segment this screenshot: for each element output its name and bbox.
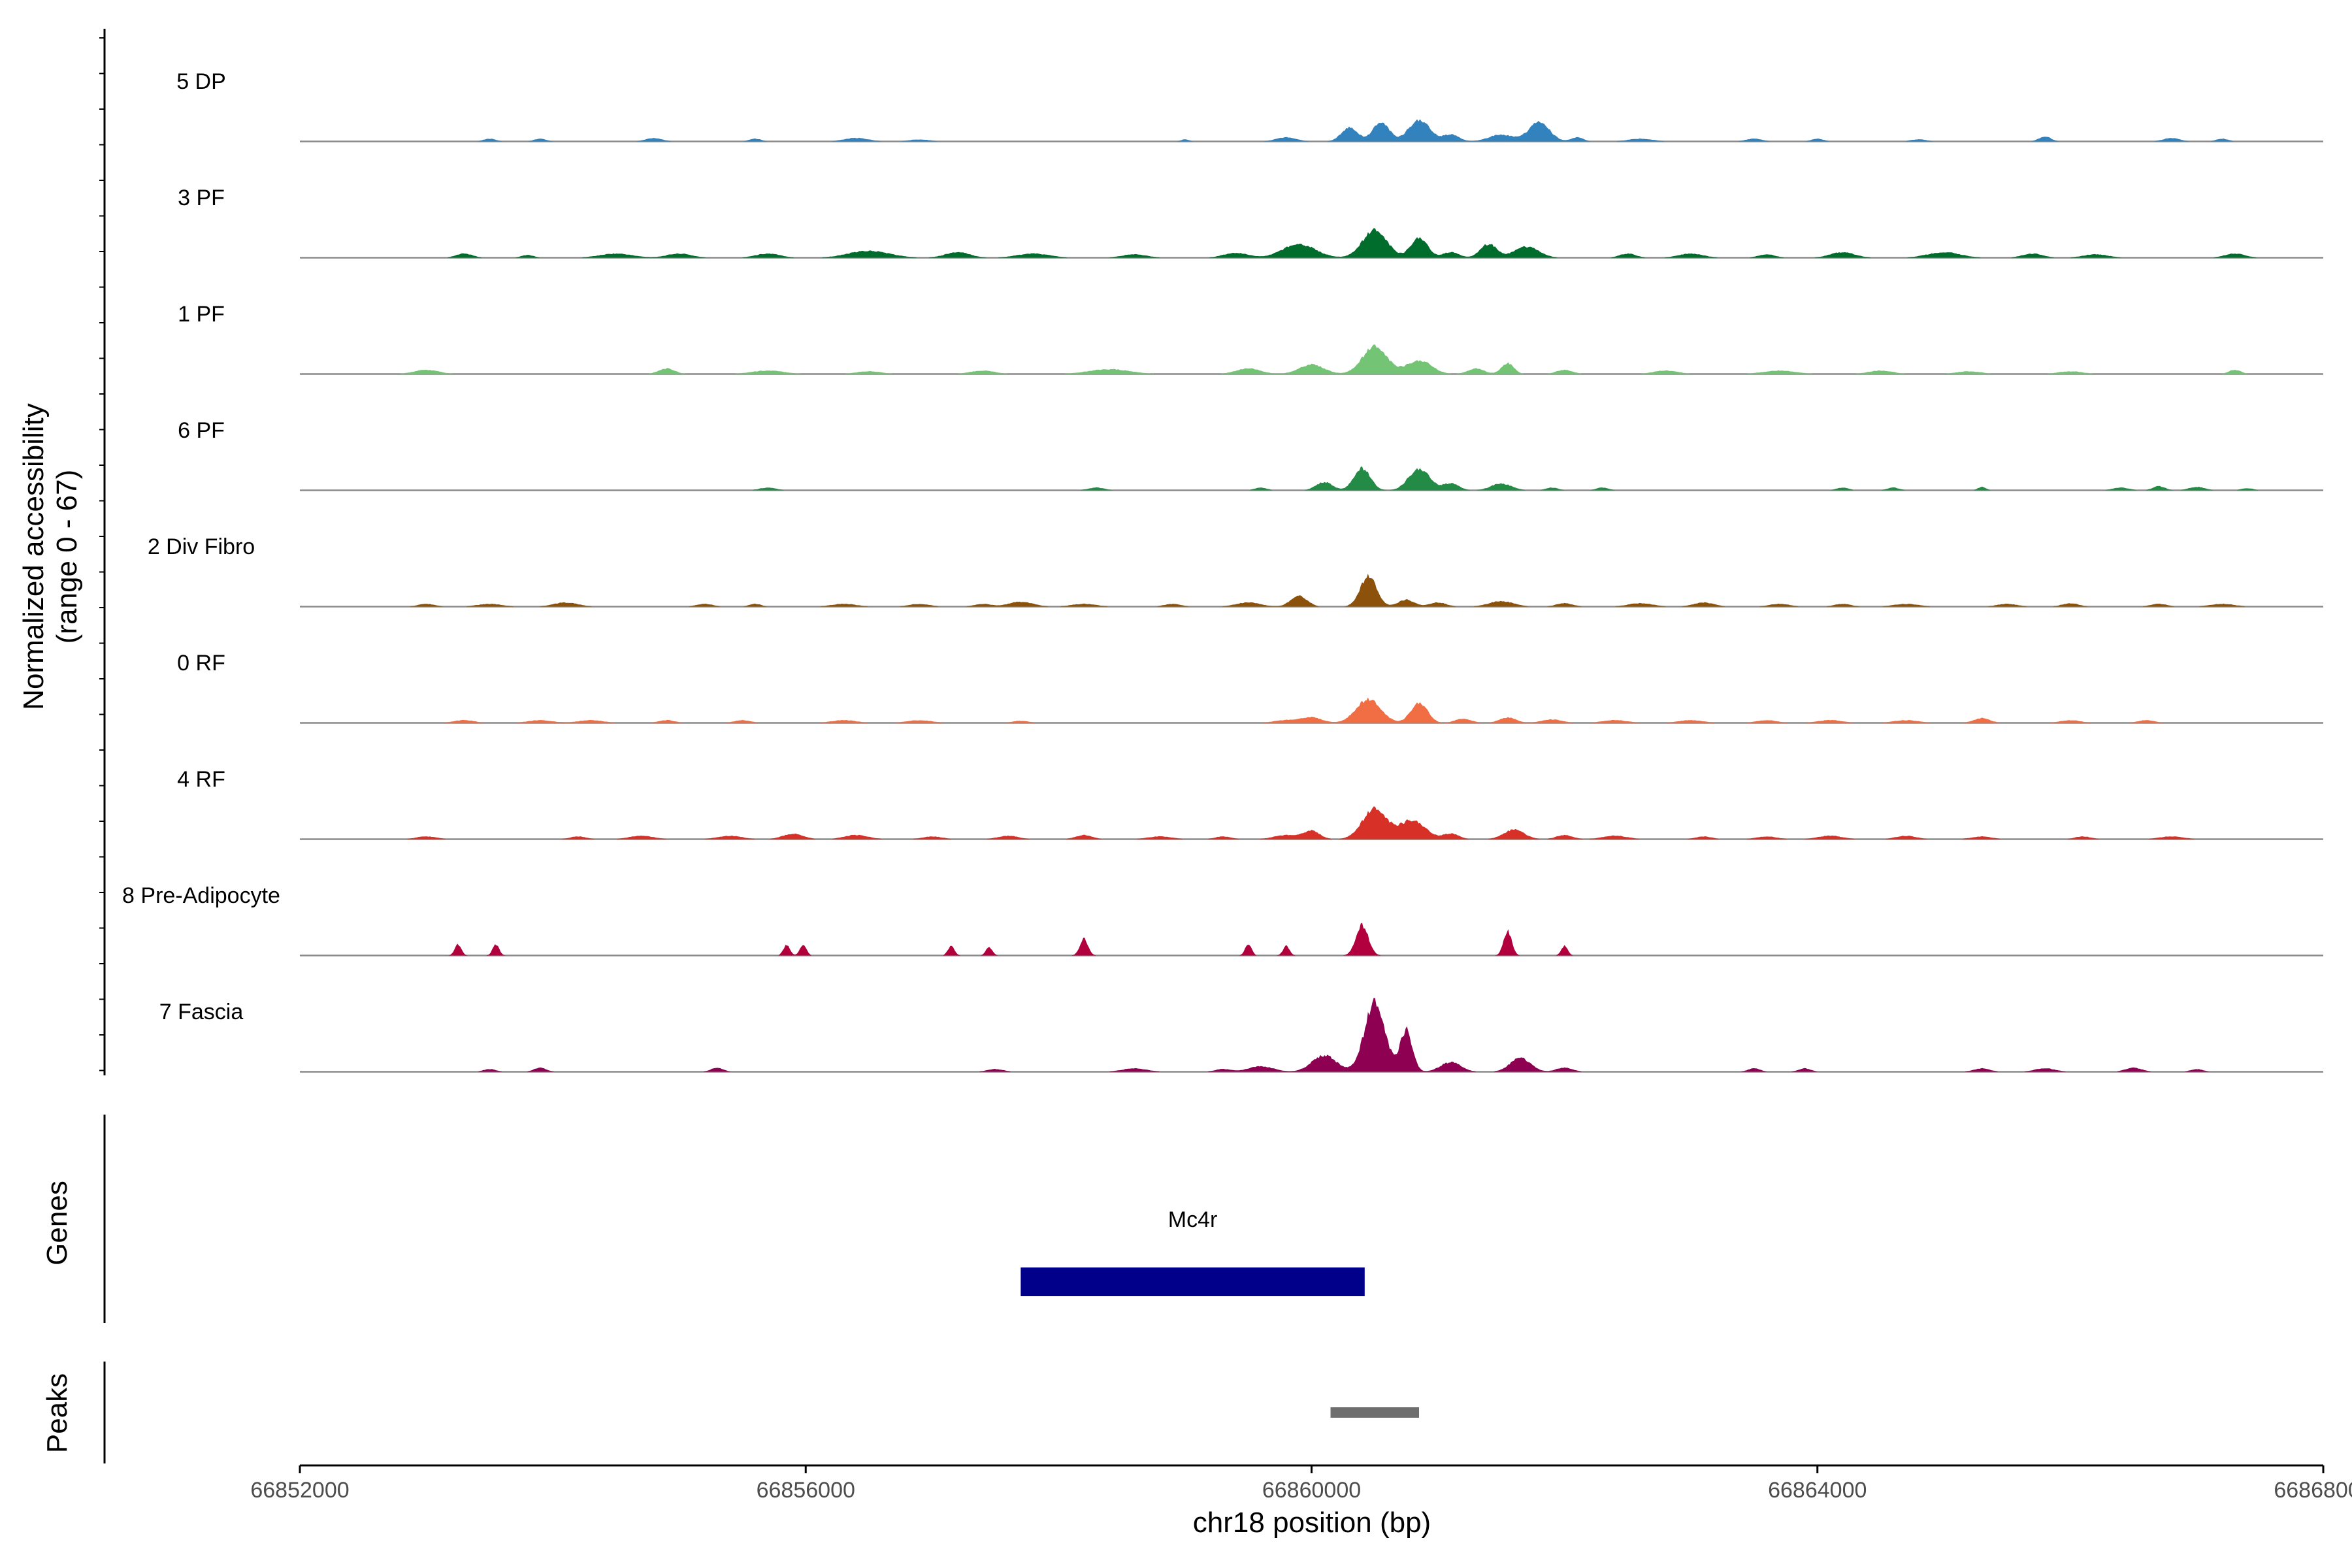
track-3-pf: 3 PF (178, 186, 2323, 259)
track-coverage-area (300, 344, 2323, 374)
genes-panel-title: Genes (41, 1181, 73, 1266)
track-6-pf: 6 PF (178, 418, 2323, 491)
gene-body-mc4r (1021, 1267, 1365, 1296)
track-label: 6 PF (178, 418, 225, 443)
track-coverage-area (300, 228, 2323, 258)
coverage-tracks: 5 DP 3 PF 1 PF 6 PF 2 Div Fibro 0 RF 4 RF 8 Pre… (122, 69, 2323, 1073)
y-axis-title-line2: (range 0 - 67) (51, 470, 83, 644)
peaks-panel (1330, 1407, 1420, 1418)
x-axis-ticks: 66852000 66856000 66860000 66864000 66868000 (250, 1465, 2352, 1503)
track-coverage-area (300, 697, 2323, 723)
track-label: 0 RF (177, 651, 225, 676)
track-label: 2 Div Fibro (148, 534, 255, 559)
track-label: 8 Pre-Adipocyte (122, 883, 280, 908)
track-5-dp: 5 DP (176, 69, 2323, 142)
y-axis-title-line1: Normalized accessibility (18, 403, 50, 710)
track-label: 4 RF (177, 767, 225, 792)
gene-label: Mc4r (1168, 1207, 1218, 1232)
x-axis-title: chr18 position (bp) (1193, 1507, 1431, 1539)
track-1-pf: 1 PF (178, 302, 2323, 375)
track-label: 5 DP (176, 69, 226, 94)
coverage-y-ticks (99, 37, 105, 1071)
track-0-rf: 0 RF (177, 651, 2323, 724)
x-tick-label: 66868000 (2274, 1478, 2352, 1503)
x-tick-label: 66860000 (1262, 1478, 1361, 1503)
x-tick-label: 66864000 (1768, 1478, 1867, 1503)
track-7-fascia: 7 Fascia (159, 998, 2323, 1073)
track-coverage-area (300, 806, 2323, 840)
track-label: 1 PF (178, 302, 225, 327)
x-tick-label: 66852000 (250, 1478, 349, 1503)
track-label: 3 PF (178, 186, 225, 210)
track-2-div-fibro: 2 Div Fibro (148, 534, 2323, 608)
x-tick-label: 66856000 (757, 1478, 855, 1503)
track-label: 7 Fascia (159, 1000, 244, 1024)
peak-region-bar (1330, 1407, 1420, 1418)
track-coverage-area (300, 466, 2323, 491)
track-4-rf: 4 RF (177, 767, 2323, 840)
track-8-pre-adipocyte: 8 Pre-Adipocyte (122, 883, 2323, 956)
peaks-panel-title: Peaks (41, 1373, 73, 1453)
genes-panel: Mc4r (1021, 1207, 1365, 1296)
